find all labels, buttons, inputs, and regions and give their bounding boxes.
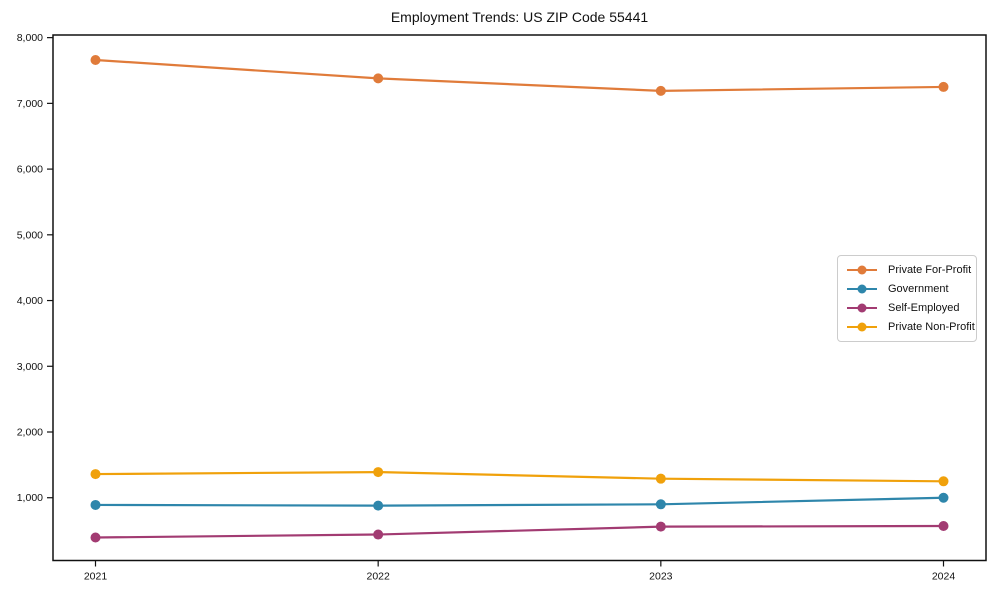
- x-axis-tick-label: 2023: [649, 571, 673, 583]
- y-axis-tick-label: 7,000: [17, 98, 43, 110]
- legend-item: Private For-Profit: [847, 260, 972, 279]
- data-point-marker: [938, 492, 949, 503]
- y-axis-tick-label: 6,000: [17, 164, 43, 176]
- data-point-marker: [655, 499, 666, 510]
- legend-item: Self-Employed: [847, 299, 970, 318]
- series-line-private-non-profit: [95, 470, 944, 483]
- legend: Private For-Profit Government Self-Emplo…: [837, 255, 977, 342]
- data-point-marker: [938, 476, 949, 487]
- data-point-marker: [938, 520, 949, 531]
- y-axis-tick-label: 8,000: [17, 32, 43, 44]
- data-point-marker: [373, 73, 384, 84]
- x-axis-tick-label: 2022: [366, 571, 390, 583]
- legend-item: Government: [847, 279, 970, 298]
- legend-item: Private Non-Profit: [847, 318, 975, 337]
- data-point-marker: [373, 529, 384, 540]
- series-line-government: [95, 496, 944, 507]
- data-point-marker: [938, 81, 949, 92]
- data-point-marker: [90, 54, 101, 65]
- legend-line-marker-icon: [847, 322, 877, 332]
- data-point-marker: [655, 85, 666, 96]
- legend-line-marker-icon: [847, 284, 877, 294]
- data-point-marker: [90, 499, 101, 510]
- legend-item-label: Private For-Profit: [888, 263, 972, 276]
- y-axis-tick-label: 5,000: [17, 229, 43, 241]
- legend-line-marker-icon: [847, 303, 877, 313]
- plot-frame: [52, 34, 987, 562]
- data-point-marker: [373, 467, 384, 478]
- legend-item-label: Self-Employed: [888, 302, 960, 315]
- x-axis-tick-label: 2024: [932, 571, 956, 583]
- y-axis-tick-label: 4,000: [17, 295, 43, 307]
- series-line-self-employed: [95, 524, 944, 539]
- data-point-marker: [655, 521, 666, 532]
- legend-line-marker-icon: [847, 265, 877, 275]
- data-point-marker: [90, 469, 101, 480]
- data-point-marker: [90, 532, 101, 543]
- chart-title: Employment Trends: US ZIP Code 55441: [390, 9, 649, 25]
- data-point-marker: [655, 473, 666, 484]
- legend-item-label: Private Non-Profit: [888, 321, 975, 334]
- series-line-private-for-profit: [95, 58, 944, 92]
- x-axis-tick-label: 2021: [84, 571, 108, 583]
- legend-item-label: Government: [888, 282, 949, 295]
- data-point-marker: [373, 500, 384, 511]
- y-axis-tick-label: 1,000: [17, 492, 43, 504]
- y-axis-tick-label: 2,000: [17, 427, 43, 439]
- y-axis-tick-label: 3,000: [17, 361, 43, 373]
